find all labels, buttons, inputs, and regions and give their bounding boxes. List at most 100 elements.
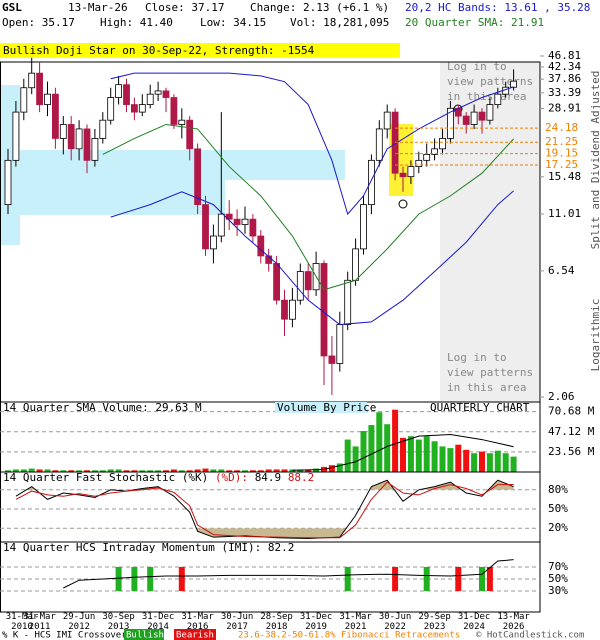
volume-bar <box>447 448 454 472</box>
candle-body <box>296 271 304 301</box>
candle-body <box>4 159 12 206</box>
series-line <box>63 559 514 589</box>
x-tick-label: 31-Mar 2016 <box>181 612 214 632</box>
volume-bar <box>123 470 130 472</box>
volume-bar <box>486 453 493 472</box>
volume-bar <box>147 470 154 472</box>
y-tick-label: 15.48 <box>548 170 581 183</box>
series-line <box>110 190 514 326</box>
low: Low: 34.15 <box>200 16 266 29</box>
candle-body <box>257 235 265 257</box>
title-part: (%K) <box>182 471 209 484</box>
x-tick-label: 31-Mar 2021 <box>339 612 372 632</box>
y-tick-label: 23.56 M <box>548 445 595 458</box>
volume-bar <box>384 424 391 472</box>
candle-body <box>446 107 454 139</box>
y-tick-label: 70.68 M <box>548 405 595 418</box>
candle-body <box>146 93 154 105</box>
x-tick-label: 31-Mar 2010 <box>5 612 39 632</box>
candle-body <box>415 159 423 167</box>
series-line <box>15 481 514 539</box>
bearish-label: Bearish <box>176 631 214 640</box>
y-tick-label: 11.01 <box>548 207 581 220</box>
volume-bar <box>5 470 11 472</box>
series-line <box>15 479 514 539</box>
volume-bar <box>439 446 446 472</box>
volume-bar <box>368 425 375 472</box>
volume-bar <box>376 412 383 472</box>
y-tick-label: 6.54 <box>548 264 575 277</box>
x-tick-label: 30-Jun 2022 <box>378 612 412 632</box>
candle-body <box>249 218 257 237</box>
symbol: GSL <box>2 1 22 14</box>
candle-body <box>12 111 20 161</box>
title-part: 14 Quarter Fast Stochastic <box>3 471 175 484</box>
bullish-signal <box>479 567 485 591</box>
volume-bar <box>471 453 478 472</box>
y-tick-label: 70% <box>548 560 568 573</box>
volume-bar <box>494 450 501 472</box>
volume-bar <box>99 470 106 472</box>
volume-bar <box>400 437 406 472</box>
volume-bar <box>163 470 169 472</box>
candle-body <box>44 93 51 105</box>
volume-bar <box>502 453 509 472</box>
candle-body <box>99 119 107 139</box>
x-tick-label: 29-Sep 2023 <box>418 612 451 632</box>
candle-body <box>281 299 288 320</box>
fibonacci-legend: 23.6-38.2-50-61.8% Fibonacci Retracement… <box>238 631 460 640</box>
y-tick-label: 33.39 <box>548 86 581 99</box>
high: High: 41.40 <box>100 16 173 29</box>
candle-body <box>478 111 486 121</box>
volume-bar <box>242 470 248 472</box>
annotation: Volume By Price <box>277 401 376 414</box>
volume-bar <box>328 465 335 472</box>
pattern-marker <box>398 199 408 209</box>
bearish-badge <box>174 629 216 640</box>
volume-bar <box>52 470 59 472</box>
candle-body <box>423 154 431 161</box>
x-tick-label: 31-Dec 2019 <box>299 612 333 632</box>
candle-body <box>375 128 383 161</box>
volume-bar <box>313 468 320 472</box>
volume-bar <box>249 470 256 472</box>
candle-body <box>209 235 217 250</box>
candle-body <box>233 218 241 225</box>
y-tick-label: 28.91 <box>548 102 581 115</box>
x-tick-label: 31-Mar 2011 <box>23 612 56 632</box>
x-tick-label: 30-Jun 2017 <box>220 612 254 632</box>
volume-bar <box>12 469 19 472</box>
pattern-title: Bullish Doji Star on 30-Sep-22, Strength… <box>3 44 315 57</box>
sma: 20 Quarter SMA: 21.91 <box>405 16 544 29</box>
volume-bar <box>455 444 462 472</box>
candle-body <box>36 72 43 105</box>
volume-bar <box>170 469 177 472</box>
volume-bar <box>44 469 51 472</box>
bullish-signal <box>344 567 351 591</box>
volume-bar <box>344 439 351 472</box>
candle-body <box>273 263 281 301</box>
volume-bar <box>186 470 193 472</box>
candle-body <box>67 124 75 150</box>
bullish-signal <box>115 567 122 591</box>
candle-body <box>304 271 312 291</box>
candle-body <box>154 90 162 95</box>
fib-label: 19.15 <box>545 147 578 160</box>
y-label: Split and Dividend Adjusted <box>589 71 600 250</box>
candle-body <box>336 324 344 364</box>
candle-body <box>115 84 122 98</box>
candle-body <box>75 128 83 150</box>
volume-bar <box>202 468 209 472</box>
volume-bar <box>305 469 312 472</box>
bullish-signal <box>423 567 430 591</box>
volume-bar <box>194 469 201 472</box>
volume-bar <box>352 446 359 472</box>
candle-body <box>217 213 225 237</box>
candle-body <box>83 128 91 161</box>
y-tick-label: 30% <box>548 584 568 597</box>
candle-body <box>352 248 360 281</box>
candle-body <box>123 84 130 105</box>
close: Close: 37.17 <box>145 1 224 14</box>
fib-label: 17.25 <box>545 158 578 171</box>
volume-bar <box>257 470 264 472</box>
